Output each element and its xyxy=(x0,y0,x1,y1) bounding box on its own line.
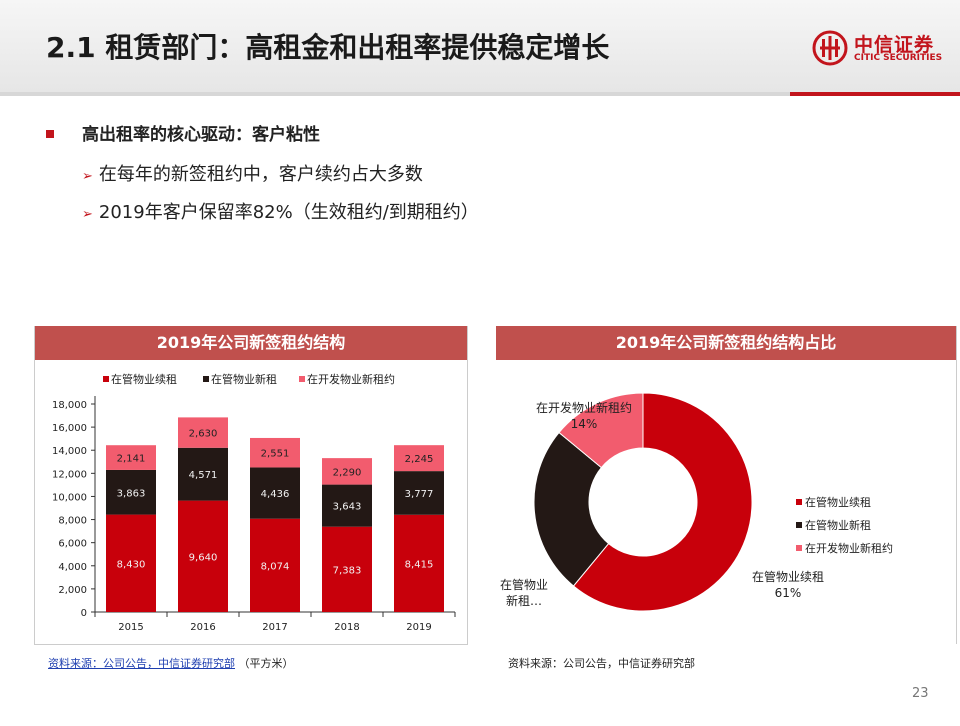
bar-value-label: 3,777 xyxy=(405,489,434,500)
legend-label-3: 在开发物业新租约 xyxy=(307,372,395,386)
x-tick-label: 2015 xyxy=(118,622,143,633)
bar-2017-series-1 xyxy=(250,518,300,612)
donut-label-1: 61% xyxy=(775,586,802,600)
y-tick-label: 16,000 xyxy=(52,423,87,434)
donut-label-2: 在管物业 xyxy=(500,577,548,592)
bar-value-label: 3,863 xyxy=(117,488,146,499)
arrow-right-icon: ➢ xyxy=(82,207,93,222)
sub-bullet-2-text: 2019年客户保留率82%（生效租约/到期租约） xyxy=(98,202,479,223)
y-tick-label: 8,000 xyxy=(58,516,87,527)
y-tick-label: 4,000 xyxy=(58,562,87,573)
donut-legend-swatch-3 xyxy=(796,545,802,551)
bar-2019-series-3 xyxy=(394,445,444,472)
company-logo: 中信证券 CITIC SECURITIES xyxy=(812,28,952,68)
bar-chart-title: 2019年公司新签租约结构 xyxy=(35,326,467,360)
donut-label-3: 在开发物业新租约 xyxy=(536,400,632,415)
donut-label-1: 在管物业续租 xyxy=(752,569,824,584)
bar-2019-series-2 xyxy=(394,471,444,515)
bar-2015-series-3 xyxy=(106,445,156,470)
bar-2019-series-1 xyxy=(394,514,444,612)
donut-chart: 在管物业续租61%在管物业新租…在开发物业新租约14%在管物业续租在管物业新租在… xyxy=(500,392,893,612)
bullet-main-text: 高出租率的核心驱动：客户粘性 xyxy=(82,125,320,145)
donut-legend-label-1: 在管物业续租 xyxy=(805,495,871,509)
x-tick-label: 2018 xyxy=(334,622,359,633)
y-tick-label: 12,000 xyxy=(52,469,87,480)
bar-value-label: 9,640 xyxy=(189,552,218,563)
donut-slice-1 xyxy=(572,392,753,612)
header-accent xyxy=(790,92,960,96)
bar-2018-series-2 xyxy=(322,484,372,527)
sub-bullet-1-text: 在每年的新签租约中，客户续约占大多数 xyxy=(98,164,423,185)
bar-2016-series-2 xyxy=(178,447,228,501)
source-link[interactable]: 资料来源：公司公告，中信证券研究部 xyxy=(48,657,235,670)
y-tick-label: 6,000 xyxy=(58,539,87,550)
sub-bullet-2: ➢ 2019年客户保留率82%（生效租约/到期租约） xyxy=(82,198,479,224)
bar-value-label: 8,074 xyxy=(261,561,290,572)
y-tick-label: 14,000 xyxy=(52,446,87,457)
y-tick-label: 2,000 xyxy=(58,585,87,596)
bar-chart-panel: 2019年公司新签租约结构 在管物业续租 在管物业新租 在开发物业新租约 0 2,000… xyxy=(34,326,468,645)
bar-2015-series-2 xyxy=(106,469,156,515)
source-note-left: 资料来源：公司公告，中信证券研究部 （平方米） xyxy=(48,655,294,671)
logo-text-en: CITIC SECURITIES xyxy=(854,53,943,63)
unit-note: （平方米） xyxy=(238,657,294,670)
header-bar xyxy=(0,0,960,92)
donut-slice-3 xyxy=(558,392,644,469)
bar-2018-series-1 xyxy=(322,526,372,612)
donut-chart-title: 2019年公司新签租约结构占比 xyxy=(496,326,956,360)
bar-value-label: 2,290 xyxy=(333,467,362,478)
sub-bullet-1: ➢ 在每年的新签租约中，客户续约占大多数 xyxy=(82,160,423,186)
bar-value-label: 8,430 xyxy=(117,559,146,570)
stacked-bar-chart: 在管物业续租 在管物业新租 在开发物业新租约 0 2,000 4,000 6,000 8,00… xyxy=(52,372,456,633)
page-title: 2.1 租赁部门：高租金和出租率提供稳定增长 xyxy=(46,31,610,64)
bar-value-label: 2,630 xyxy=(189,429,218,440)
donut-chart-panel: 2019年公司新签租约结构占比 在管物业续租 61% 在管物业 新租… 在开发物业新租约… xyxy=(496,326,957,644)
y-tick-label: 0 xyxy=(81,608,87,619)
bar-value-label: 4,436 xyxy=(261,489,290,500)
donut-label-2: 新租… xyxy=(506,593,542,608)
donut-legend-swatch-1 xyxy=(796,499,802,505)
arrow-right-icon: ➢ xyxy=(82,169,93,184)
legend-swatch-3 xyxy=(299,376,305,382)
donut-legend-label-2: 在管物业新租 xyxy=(805,518,871,532)
bar-value-label: 4,571 xyxy=(189,470,218,481)
y-tick-label: 10,000 xyxy=(52,492,87,503)
donut-legend-label-3: 在开发物业新租约 xyxy=(805,541,893,555)
bar-2017-series-3 xyxy=(250,437,300,468)
bar-2016-series-1 xyxy=(178,500,228,612)
bar-2018-series-3 xyxy=(322,458,372,485)
bullet-square-icon xyxy=(46,130,54,138)
legend-swatch-2 xyxy=(203,376,209,382)
x-tick-label: 2019 xyxy=(406,622,431,633)
header-divider xyxy=(0,92,960,96)
donut-legend-swatch-2 xyxy=(796,522,802,528)
page-number: 23 xyxy=(912,686,929,701)
donut-label-3: 14% xyxy=(571,417,598,431)
legend-label-1: 在管物业续租 xyxy=(111,372,177,386)
legend-label-2: 在管物业新租 xyxy=(211,372,277,386)
x-tick-label: 2017 xyxy=(262,622,287,633)
x-tick-label: 2016 xyxy=(190,622,215,633)
bar-2017-series-2 xyxy=(250,467,300,519)
legend-swatch-1 xyxy=(103,376,109,382)
bar-value-label: 2,551 xyxy=(261,449,290,460)
y-tick-label: 18,000 xyxy=(52,400,87,411)
citic-logo-icon xyxy=(812,30,848,66)
bar-2015-series-1 xyxy=(106,514,156,612)
bar-2016-series-3 xyxy=(178,417,228,448)
bar-value-label: 3,643 xyxy=(333,502,362,513)
bar-value-label: 2,141 xyxy=(117,454,146,465)
bar-value-label: 8,415 xyxy=(405,559,434,570)
donut-slice-2 xyxy=(533,431,610,587)
bar-value-label: 2,245 xyxy=(405,454,434,465)
bar-value-label: 7,383 xyxy=(333,565,362,576)
source-note-right: 资料来源：公司公告，中信证券研究部 xyxy=(508,657,695,670)
logo-text-cn: 中信证券 xyxy=(854,34,935,56)
